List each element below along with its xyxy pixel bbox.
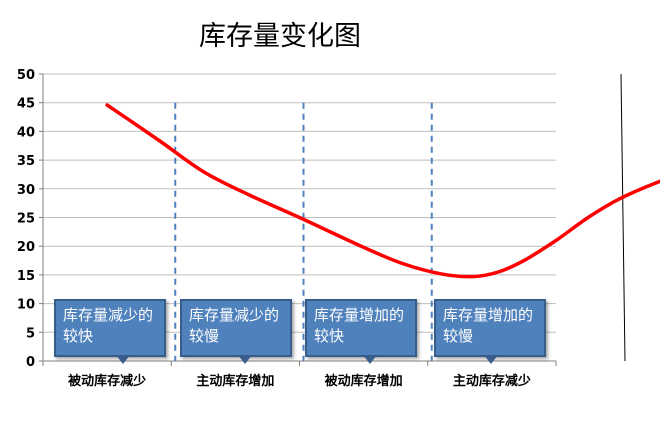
annotation-text-2: 库存量减少的较慢 bbox=[189, 306, 280, 345]
y-tick-label: 0 bbox=[26, 355, 35, 370]
y-tick-label: 20 bbox=[17, 240, 35, 255]
x-category-label: 被动库存减少 bbox=[67, 373, 146, 389]
annotation-text-4: 库存量增加的较慢 bbox=[443, 306, 534, 345]
callout-pointer bbox=[363, 355, 377, 364]
y-tick-label: 30 bbox=[17, 183, 35, 198]
x-category-label: 主动库存增加 bbox=[196, 373, 274, 389]
chart-title: 库存量变化图 bbox=[199, 21, 361, 52]
y-tick-label: 10 bbox=[17, 298, 35, 313]
x-category-label: 被动库存增加 bbox=[324, 373, 403, 389]
y-tick-label: 15 bbox=[17, 269, 35, 284]
series-line bbox=[105, 103, 660, 279]
y-tick-label: 40 bbox=[17, 125, 35, 140]
callout-pointer bbox=[116, 355, 130, 364]
annotation-callout-1: 库存量减少的较快 bbox=[54, 299, 166, 364]
y-tick-label: 25 bbox=[17, 212, 35, 227]
callout-pointer bbox=[238, 355, 252, 364]
callout-pointer bbox=[484, 355, 498, 364]
right-boundary-line bbox=[620, 73, 626, 362]
y-tick-label: 50 bbox=[17, 68, 35, 83]
annotation-text-1: 库存量减少的较快 bbox=[63, 306, 154, 345]
y-tick-label: 45 bbox=[17, 97, 35, 112]
x-category-label: 主动库存减少 bbox=[453, 373, 531, 389]
annotation-text-3: 库存量增加的较快 bbox=[314, 306, 405, 345]
annotation-callout-4: 库存量增加的较慢 bbox=[434, 299, 546, 364]
y-tick-label: 5 bbox=[26, 326, 35, 341]
annotation-callout-2: 库存量减少的较慢 bbox=[180, 299, 292, 364]
y-tick-label: 35 bbox=[17, 154, 35, 169]
annotation-callout-3: 库存量增加的较快 bbox=[305, 299, 417, 364]
